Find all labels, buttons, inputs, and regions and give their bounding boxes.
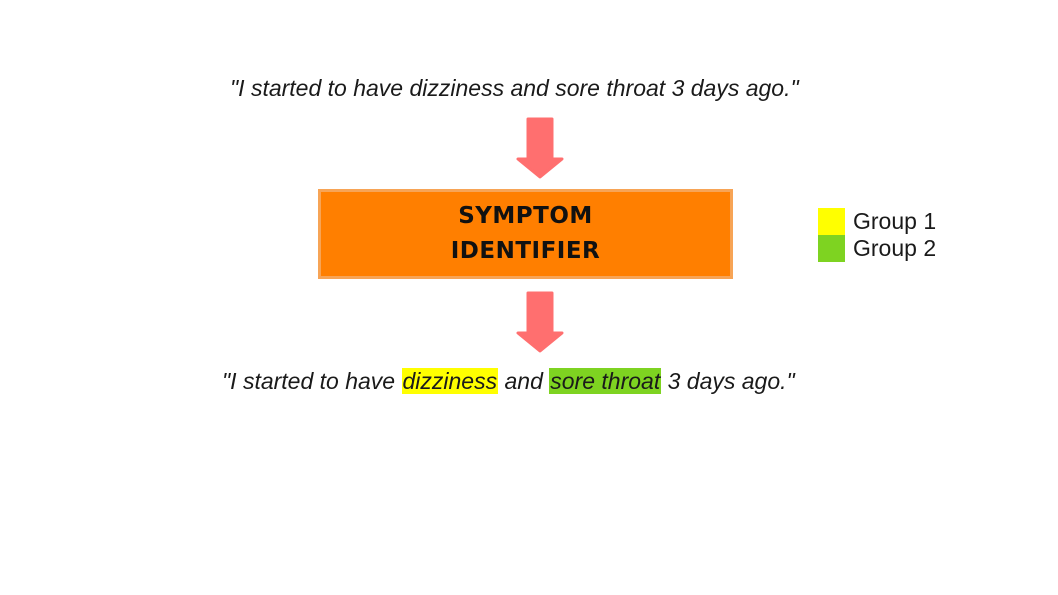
legend-label: Group 2 [853,235,937,261]
highlight-group-1: dizziness [401,368,499,394]
identifier-line-2: IDENTIFIER [450,238,601,264]
identifier-line-1: SYMPTOM [458,203,593,229]
output-text-part-1: "I started to have [222,368,402,394]
legend: Group 1 Group 2 [818,208,936,262]
output-sentence: "I started to have dizziness and sore th… [222,368,795,394]
down-arrow-icon [516,291,564,353]
legend-swatch-group-1 [818,208,845,235]
output-text-part-3: 3 days ago." [661,368,795,394]
input-sentence: "I started to have dizziness and sore th… [230,75,799,101]
legend-swatch-group-2 [818,235,845,262]
down-arrow-icon [516,117,564,179]
legend-label: Group 1 [853,208,937,234]
legend-item-group-2: Group 2 [818,235,936,262]
symptom-identifier-box: SYMPTOM IDENTIFIER [318,189,733,279]
legend-item-group-1: Group 1 [818,208,936,235]
highlight-group-2: sore throat [549,368,662,394]
output-text-part-2: and [498,368,550,394]
